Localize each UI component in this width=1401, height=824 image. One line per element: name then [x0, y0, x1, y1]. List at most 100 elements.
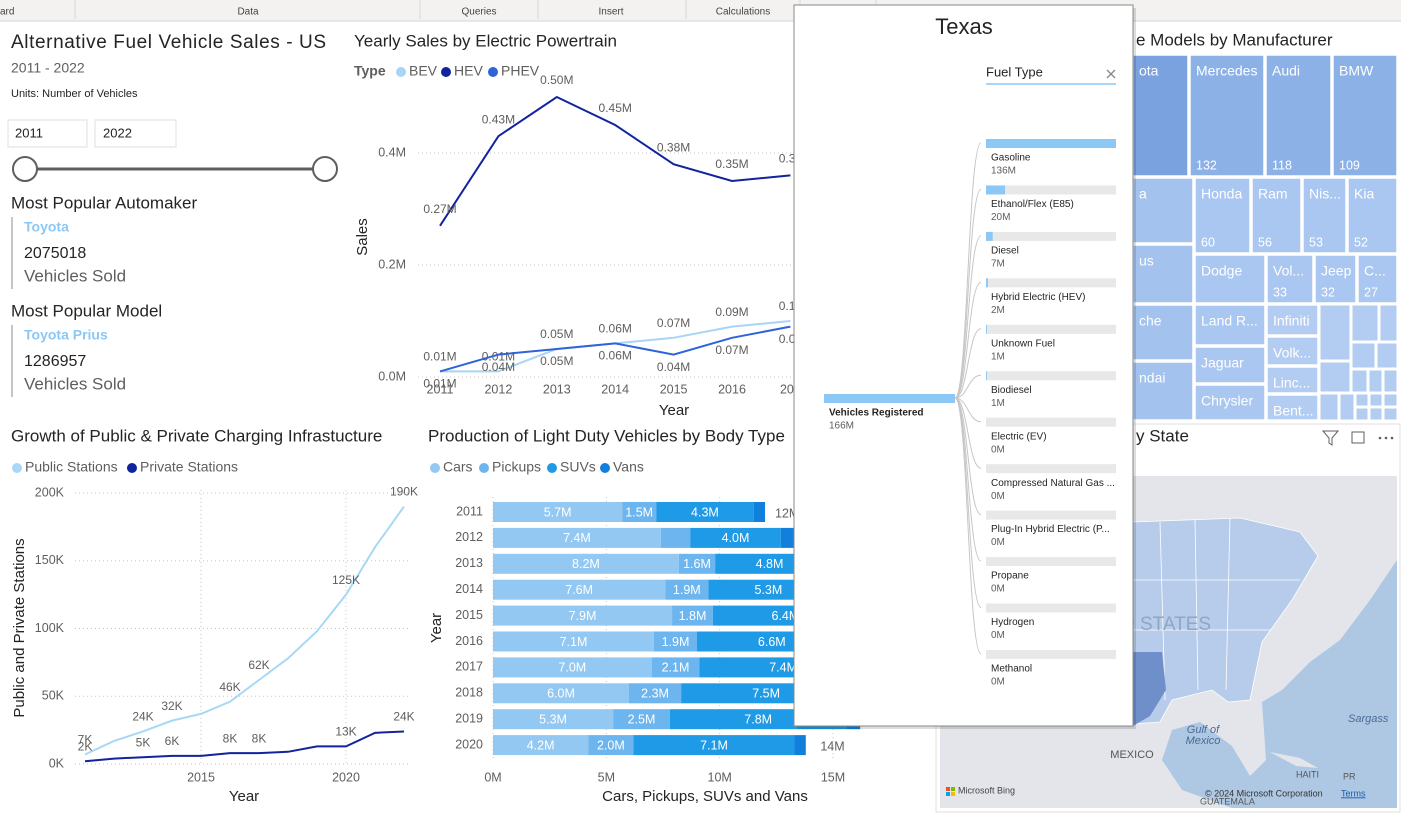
data-label: 0.45M — [599, 101, 632, 115]
x-tick-label: 10M — [708, 770, 732, 784]
tile-label: Ram — [1258, 186, 1288, 202]
tile[interactable] — [1132, 54, 1189, 177]
bar-track[interactable] — [986, 371, 1116, 381]
bar-track[interactable] — [986, 417, 1116, 427]
tile — [1355, 407, 1369, 421]
tile[interactable] — [1266, 304, 1319, 336]
data-label: 0.06M — [599, 349, 632, 363]
tile[interactable] — [1266, 366, 1319, 394]
tile[interactable] — [1266, 254, 1314, 304]
tile[interactable] — [1194, 384, 1266, 421]
tile[interactable] — [1194, 177, 1251, 254]
tile — [1383, 393, 1398, 407]
bar-segment — [493, 657, 652, 678]
slider-end-box[interactable] — [94, 119, 177, 148]
bar[interactable] — [986, 278, 988, 288]
node-value: 0M — [991, 537, 1005, 548]
node-label: Ethanol/Flex (E85) — [991, 199, 1074, 210]
chart-title: e Models by Manufacturer — [1136, 30, 1333, 49]
chart-title: Growth of Public & Private Charging Infr… — [11, 426, 382, 445]
tile[interactable] — [1347, 177, 1398, 254]
x-tick-label: 2020 — [332, 770, 360, 784]
map-terms[interactable]: Terms — [1341, 788, 1366, 798]
legend-marker — [12, 463, 22, 473]
bar-track[interactable] — [986, 278, 1116, 288]
tile-value: 118 — [1272, 158, 1292, 172]
bar-track[interactable] — [986, 557, 1116, 567]
close-button[interactable] — [1106, 69, 1116, 79]
bar-track[interactable] — [986, 649, 1116, 659]
tile[interactable] — [1132, 177, 1194, 244]
total-label: 14M — [820, 739, 844, 753]
tile-label: Jeep — [1321, 263, 1352, 279]
bar-segment — [753, 502, 765, 522]
bing-logo — [951, 787, 955, 791]
tile — [1369, 393, 1383, 407]
data-label: 1.8M — [679, 609, 707, 623]
tile[interactable] — [1357, 254, 1398, 304]
bar-track[interactable] — [986, 324, 1116, 334]
tile[interactable] — [1314, 254, 1357, 304]
bar-track[interactable] — [986, 464, 1116, 474]
tile[interactable] — [1302, 177, 1347, 254]
more-icon[interactable] — [1378, 436, 1382, 440]
tile-label: us — [1139, 253, 1154, 269]
y-tick-label: 100K — [35, 621, 65, 635]
tile[interactable] — [1132, 244, 1194, 304]
tile[interactable] — [1266, 336, 1319, 366]
series-line — [439, 325, 791, 373]
data-label: 6.0M — [547, 687, 575, 701]
node-label: Methanol — [991, 664, 1032, 675]
bar-track[interactable] — [986, 231, 1116, 241]
tile[interactable] — [1251, 177, 1302, 254]
tile[interactable] — [1265, 54, 1332, 177]
bar-segment — [690, 527, 781, 548]
bar[interactable] — [986, 139, 1116, 148]
map-label: D STATES — [1121, 614, 1211, 635]
kpi-card: Most Popular Model Toyota Prius 1286957 Veh… — [11, 301, 162, 397]
data-label: 7.0M — [558, 661, 586, 675]
slider-start-box[interactable] — [7, 119, 88, 148]
tile[interactable] — [1189, 54, 1265, 177]
cuba — [1270, 752, 1318, 768]
y-axis-title: Sales — [354, 218, 371, 256]
y-tick-label: 0.0M — [378, 369, 406, 383]
slider-handle[interactable] — [312, 156, 338, 182]
tile[interactable] — [1194, 346, 1266, 384]
data-label: 7.8M — [744, 712, 772, 726]
tile[interactable] — [1266, 394, 1319, 421]
kpi-name: Toyota Prius — [24, 327, 108, 343]
tile[interactable] — [1132, 361, 1194, 421]
more-icon[interactable] — [1384, 436, 1388, 440]
expand-icon[interactable] — [1351, 431, 1365, 444]
slider-end: 2022 — [103, 125, 132, 140]
tile[interactable] — [1194, 304, 1266, 346]
tile[interactable] — [1194, 254, 1266, 304]
bar-segment — [660, 527, 691, 548]
bar-track[interactable] — [986, 510, 1116, 520]
kpi-card: Most Popular Automaker Toyota 2075018 Vehic… — [11, 193, 197, 289]
bar-track[interactable] — [986, 185, 1116, 195]
data-label: 2.3M — [641, 687, 669, 701]
series-line — [84, 730, 405, 763]
data-label: 4.3M — [691, 505, 719, 519]
map-label: GUATEMALA — [1200, 796, 1255, 806]
kpi-title: Most Popular Automaker — [11, 193, 197, 212]
y-tick-label: 2013 — [455, 556, 483, 570]
bar[interactable] — [986, 324, 987, 334]
tile[interactable] — [1332, 54, 1398, 177]
chart: Texas Fuel Type Vehicles Registered 166M Gas… — [793, 4, 1136, 729]
bar[interactable] — [986, 231, 993, 241]
bing-logo — [946, 792, 950, 796]
bar[interactable] — [986, 185, 1006, 195]
y-tick-label: 0.2M — [378, 257, 406, 271]
tile-label: Audi — [1272, 63, 1300, 79]
bar-segment — [613, 709, 670, 730]
bar[interactable] — [986, 371, 987, 381]
slider-handle[interactable] — [12, 156, 38, 182]
bar-track[interactable] — [986, 603, 1116, 613]
legend-marker — [600, 463, 610, 473]
filter-icon[interactable] — [1321, 430, 1340, 446]
chart-title: Yearly Sales by Electric Powertrain — [354, 31, 617, 50]
more-icon[interactable] — [1390, 436, 1394, 440]
